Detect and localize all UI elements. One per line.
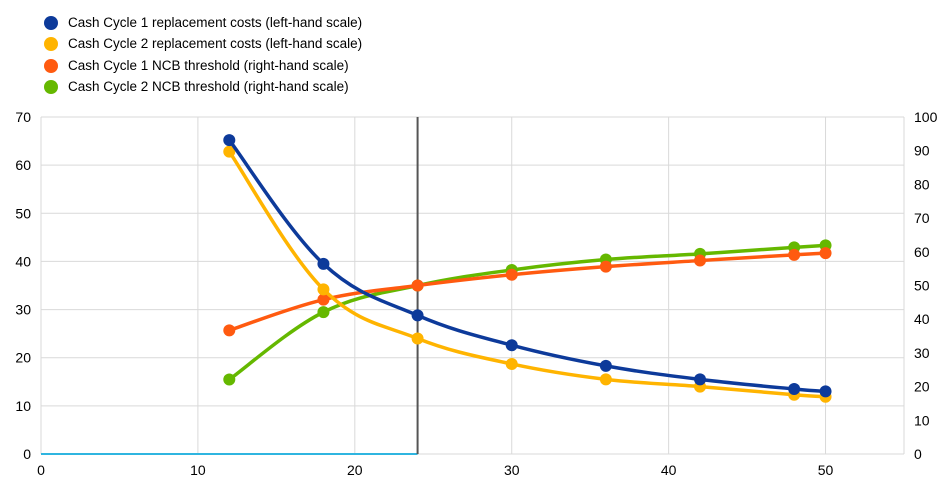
data-point (505, 357, 518, 370)
data-point (223, 324, 236, 337)
x-tick-label: 10 (190, 462, 206, 478)
data-point (317, 257, 330, 270)
series-line (227, 251, 828, 333)
x-tick-label: 20 (347, 462, 363, 478)
data-point (599, 373, 612, 386)
y-left-tick-label: 20 (15, 350, 31, 366)
legend-swatch (44, 80, 58, 95)
data-point (694, 373, 707, 386)
chart-legend: Cash Cycle 1 replacement costs (left-han… (44, 12, 362, 98)
series-3 (223, 247, 832, 337)
y-left-tick-label: 60 (15, 157, 31, 173)
data-point (694, 254, 707, 267)
y-right-tick-label: 30 (914, 345, 930, 361)
y-left-tick-label: 30 (15, 302, 31, 318)
grid-lines (40, 116, 905, 455)
data-point (317, 283, 330, 296)
y-left-tick-label: 70 (15, 109, 31, 125)
y-right-tick-label: 90 (914, 143, 930, 159)
legend-item: Cash Cycle 1 replacement costs (left-han… (44, 12, 362, 34)
legend-item: Cash Cycle 2 NCB threshold (right-hand s… (44, 77, 362, 99)
y-right-tick-label: 10 (914, 412, 930, 428)
legend-label: Cash Cycle 2 NCB threshold (right-hand s… (68, 79, 349, 95)
x-tick-label: 50 (818, 462, 834, 478)
data-point (411, 309, 424, 322)
data-point (788, 383, 801, 396)
data-point (223, 134, 236, 147)
legend-swatch (44, 58, 58, 73)
data-point (223, 373, 236, 386)
y-right-tick-label: 40 (914, 311, 930, 327)
legend-swatch (44, 15, 58, 30)
data-point (599, 260, 612, 273)
y-right-tick-label: 100 (914, 109, 938, 125)
tick-labels: 0 10 20 30 40 50 60 70 0 10 20 30 40 50 60 70 80 90 100 0 10… (15, 109, 937, 478)
legend-label: Cash Cycle 2 replacement costs (left-han… (68, 36, 363, 52)
data-point (819, 385, 832, 398)
data-point (317, 293, 330, 306)
legend-swatch (44, 37, 58, 52)
legend-item: Cash Cycle 1 NCB threshold (right-hand s… (44, 55, 362, 77)
y-right-tick-label: 50 (914, 278, 930, 294)
data-point (317, 306, 330, 319)
y-right-tick-label: 0 (914, 446, 922, 462)
data-point (411, 332, 424, 345)
data-point (819, 247, 832, 260)
x-tick-label: 40 (661, 462, 677, 478)
y-left-tick-label: 40 (15, 253, 31, 269)
data-point (411, 279, 424, 292)
y-right-tick-label: 80 (914, 176, 930, 192)
x-tick-label: 30 (504, 462, 520, 478)
data-point (599, 359, 612, 372)
y-left-tick-label: 0 (23, 446, 31, 462)
y-left-tick-label: 10 (15, 398, 31, 414)
x-tick-label: 0 (37, 462, 45, 478)
y-left-tick-label: 50 (15, 205, 31, 221)
y-right-tick-label: 70 (914, 210, 930, 226)
data-point (223, 145, 236, 158)
data-point (505, 339, 518, 352)
y-right-tick-label: 20 (914, 379, 930, 395)
data-point (505, 268, 518, 281)
legend-item: Cash Cycle 2 replacement costs (left-han… (44, 34, 362, 56)
legend-label: Cash Cycle 1 replacement costs (left-han… (68, 14, 363, 30)
y-right-tick-label: 60 (914, 244, 930, 260)
legend-label: Cash Cycle 1 NCB threshold (right-hand s… (68, 57, 349, 73)
series-1 (223, 134, 832, 398)
data-point (788, 248, 801, 261)
